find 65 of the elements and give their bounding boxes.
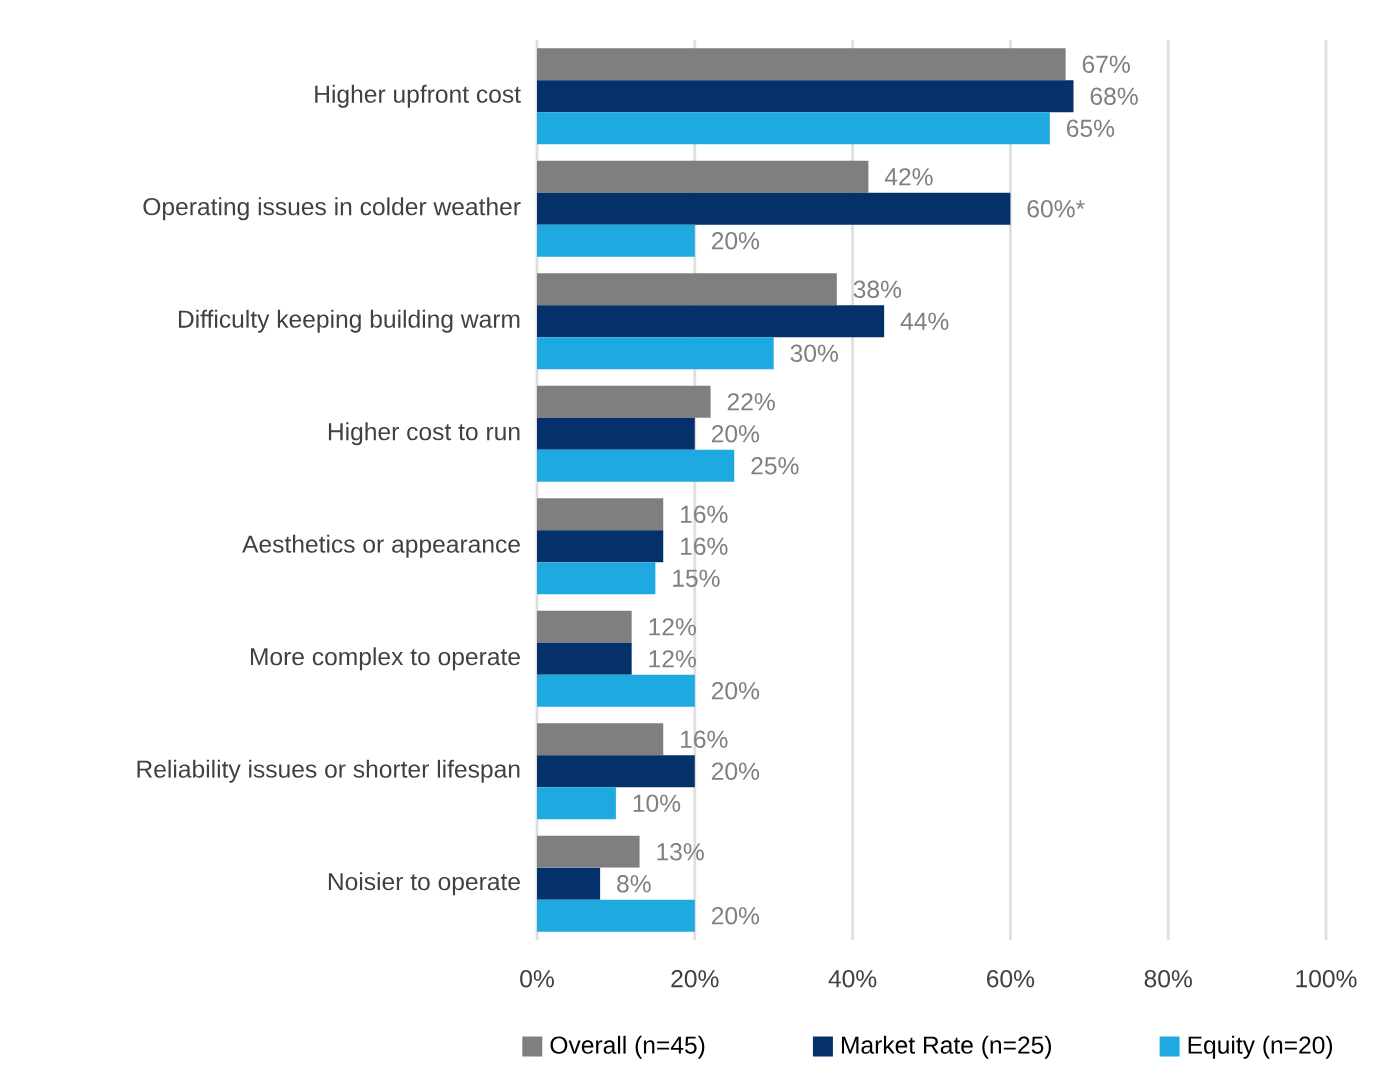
data-label: 44% — [900, 312, 949, 330]
y-tick-label: Operating issues in colder weather — [143, 197, 521, 221]
data-label: 60%* — [1027, 200, 1085, 218]
y-tick-label: Noisier to operate — [328, 872, 520, 896]
data-label: 22% — [727, 393, 775, 411]
bar — [537, 642, 632, 675]
data-label: 20% — [711, 425, 760, 443]
data-label: 68% — [1090, 87, 1138, 105]
data-label: 20% — [711, 682, 760, 700]
legend-label: Equity (n=20) — [1188, 1035, 1333, 1059]
bar — [537, 610, 632, 643]
bar — [537, 723, 664, 756]
bar — [537, 417, 695, 450]
bar — [537, 787, 616, 820]
data-label: 42% — [884, 168, 933, 186]
bar — [537, 224, 695, 257]
legend-label: Overall (n=45) — [550, 1035, 705, 1059]
data-label: 12% — [649, 650, 696, 668]
data-label: 12% — [649, 618, 696, 636]
data-label: 13% — [657, 843, 704, 861]
y-tick-label: Aesthetics or appearance — [242, 534, 520, 558]
data-label: 16% — [681, 505, 728, 523]
bar — [537, 160, 869, 193]
bar — [537, 385, 711, 418]
bar — [537, 867, 601, 900]
data-label: 8% — [617, 875, 651, 893]
data-label: 67% — [1082, 55, 1130, 73]
bar — [537, 835, 640, 868]
x-tick-label: 0% — [520, 970, 554, 988]
data-label: 15% — [673, 569, 720, 587]
data-label: 20% — [711, 762, 760, 780]
bar — [537, 48, 1066, 81]
bar — [537, 305, 885, 338]
x-tick-label: 40% — [828, 970, 877, 988]
bar — [537, 530, 664, 563]
bar — [537, 112, 1050, 145]
bar — [537, 80, 1074, 113]
x-tick-label: 80% — [1144, 970, 1192, 988]
bar — [537, 899, 695, 932]
y-tick-label: More complex to operate — [250, 647, 520, 671]
data-label: 16% — [681, 730, 728, 748]
legend-label: Market Rate (n=25) — [841, 1035, 1052, 1059]
bar — [537, 674, 695, 707]
bar — [537, 562, 656, 595]
x-tick-label: 100% — [1296, 970, 1357, 988]
data-label: 38% — [853, 280, 902, 298]
bar — [537, 273, 837, 306]
y-tick-label: Higher cost to run — [328, 422, 520, 446]
bar — [537, 449, 735, 482]
data-label: 16% — [681, 537, 728, 555]
bar — [537, 337, 774, 370]
x-tick-label: 60% — [987, 970, 1035, 988]
data-label: 20% — [711, 907, 760, 925]
data-label: 20% — [711, 232, 760, 250]
data-label: 65% — [1067, 119, 1115, 137]
bar — [537, 498, 664, 531]
bar — [537, 192, 1011, 225]
data-label: 30% — [790, 344, 838, 362]
y-tick-label: Reliability issues or shorter lifespan — [137, 759, 520, 783]
data-label: 10% — [633, 794, 681, 812]
y-tick-label: Difficulty keeping building warm — [178, 309, 520, 333]
data-label: 25% — [751, 457, 799, 475]
y-tick-label: Higher upfront cost — [315, 84, 521, 108]
x-tick-label: 20% — [671, 970, 719, 988]
bar — [537, 755, 695, 788]
